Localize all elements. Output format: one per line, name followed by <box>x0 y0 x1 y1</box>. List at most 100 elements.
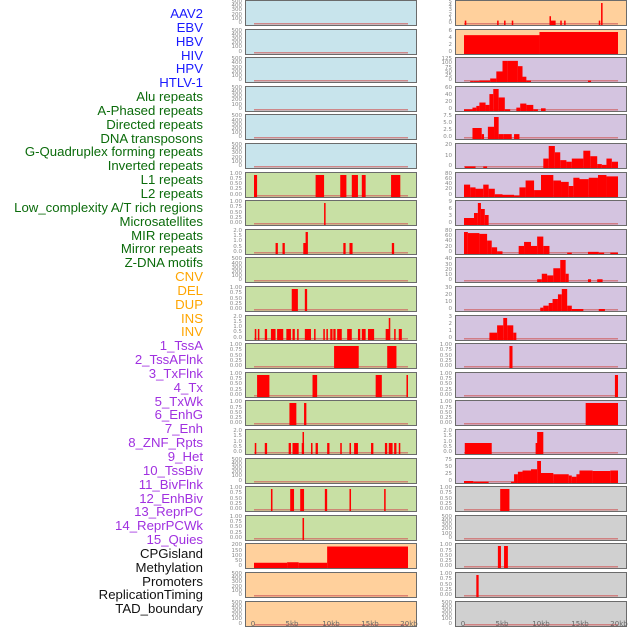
y-tick-label: 2.0 <box>443 428 452 434</box>
track-label: Low_complexity A/T rich regions <box>14 199 203 215</box>
y-tick-label: 400 <box>231 260 243 267</box>
track-label: 13_ReprPC <box>134 504 203 520</box>
track-baseline <box>464 595 618 597</box>
y-tick-label: 6 <box>448 206 453 213</box>
y-tick-label: 0.75 <box>439 376 452 383</box>
y-tick-label: 9 <box>448 199 453 206</box>
signal-bar <box>464 443 492 454</box>
track-panel <box>455 85 627 112</box>
track-panel <box>455 600 627 627</box>
y-tick-label: 0.00 <box>229 391 242 398</box>
track-label: Microsatellites <box>119 213 203 229</box>
y-tick-label: 0 <box>238 105 243 112</box>
y-tick-label: 500 <box>231 27 243 34</box>
track-plot <box>464 537 618 540</box>
track-plot <box>254 546 408 569</box>
signal-bar <box>557 294 562 311</box>
signal-bar <box>391 242 395 254</box>
signal-bar <box>264 443 268 454</box>
track-label: 14_ReprPCWk <box>115 518 203 534</box>
y-tick-label: 1.00 <box>439 370 452 377</box>
signal-bar <box>464 166 476 168</box>
track-baseline <box>254 137 408 139</box>
signal-bar <box>541 174 554 197</box>
signal-bar <box>371 443 374 454</box>
y-tick-label: 200 <box>231 68 243 75</box>
signal-bar <box>543 245 550 254</box>
track-panel <box>245 400 417 427</box>
y-tick-label: 400 <box>231 3 243 10</box>
signal-bar <box>361 328 366 340</box>
track-panel <box>245 200 417 227</box>
y-tick-label: 80 <box>445 227 452 234</box>
y-tick-label: 300 <box>231 150 243 157</box>
signal-bar <box>475 188 484 197</box>
track-plot <box>254 108 408 111</box>
signal-bar <box>560 160 567 168</box>
track-baseline <box>254 23 408 25</box>
y-tick-label: 25 <box>445 73 452 79</box>
signal-bar <box>289 403 297 426</box>
signal-bar <box>579 470 593 483</box>
y-tick-label: 0.5 <box>233 329 242 336</box>
y-tick-label: 20 <box>445 142 452 148</box>
signal-bar <box>541 108 546 111</box>
y-tick-label: 100 <box>231 616 243 623</box>
signal-bar <box>488 188 495 197</box>
track-panel <box>245 429 417 455</box>
signal-bar <box>597 174 607 197</box>
y-tick-label: 0 <box>448 334 453 341</box>
track-baseline <box>254 480 408 483</box>
y-tick-label: 0 <box>448 77 453 84</box>
y-tick-label: 0.75 <box>229 347 242 354</box>
y-tick-label: 400 <box>231 117 243 124</box>
signal-bar <box>304 289 308 311</box>
x-tick-label: 10kb <box>322 620 340 628</box>
signal-bar <box>288 443 291 454</box>
signal-bar <box>467 232 480 254</box>
signal-bar <box>464 20 467 25</box>
y-tick-label: 0.25 <box>229 357 242 364</box>
track-panel <box>455 57 627 84</box>
signal-bar <box>349 489 352 512</box>
signal-bar <box>351 174 358 197</box>
y-tick-label: 2.5 <box>443 127 452 134</box>
track-panel <box>455 28 627 55</box>
y-tick-label: 2.0 <box>233 227 242 234</box>
y-tick-label: 0.75 <box>439 547 452 554</box>
y-tick-label: 200 <box>441 526 453 533</box>
y-tick-label: 200 <box>441 612 453 619</box>
signal-bar <box>601 164 607 168</box>
y-tick-label: 5 <box>448 0 453 5</box>
y-tick-label: 0.50 <box>229 381 242 388</box>
signal-bar <box>264 328 268 340</box>
y-tick-label: 400 <box>231 60 243 67</box>
signal-bar <box>464 34 540 54</box>
y-tick-label: 0.00 <box>229 420 242 427</box>
signal-bar <box>606 175 618 197</box>
y-tick-label: 0 <box>448 20 453 26</box>
y-tick-label: 0.0 <box>233 449 242 455</box>
signal-bar <box>541 472 554 483</box>
signal-bar <box>502 194 515 197</box>
track-label: 10_TssBiv <box>142 462 203 478</box>
y-tick-label: 0.00 <box>439 592 452 598</box>
y-tick-label: 100 <box>231 130 243 137</box>
y-tick-label: 200 <box>231 469 243 476</box>
y-tick-label: 300 <box>231 121 243 128</box>
y-tick-label: 500 <box>231 84 243 91</box>
track-plot <box>464 346 618 369</box>
track-plot <box>464 623 618 626</box>
signal-bar <box>573 177 580 197</box>
signal-bar <box>270 489 273 512</box>
signal-bar <box>530 245 538 254</box>
x-tick-label: 15kb <box>571 620 589 628</box>
signal-bar <box>513 332 517 340</box>
track-label: L1 repeats <box>140 172 203 188</box>
signal-bar <box>298 563 328 569</box>
signal-bar <box>472 107 477 111</box>
y-tick-label: 1 <box>448 15 453 22</box>
signal-bar <box>561 181 569 197</box>
signal-bar <box>547 275 554 283</box>
track-label: 4_Tx <box>173 379 203 395</box>
